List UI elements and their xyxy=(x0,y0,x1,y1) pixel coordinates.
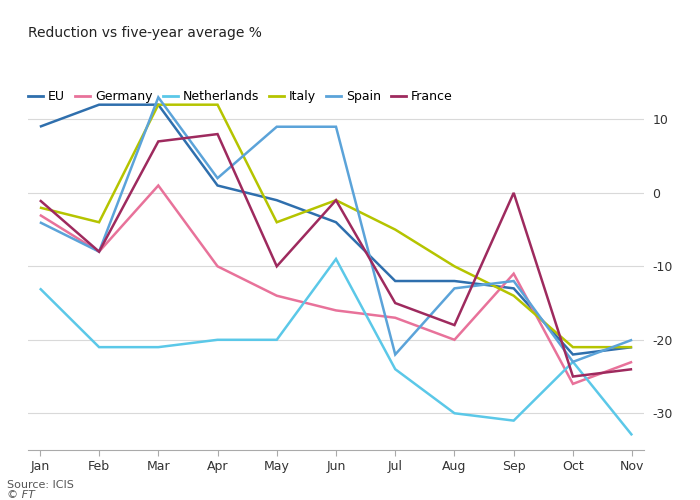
Italy xyxy=(450,264,459,270)
Germany xyxy=(568,381,577,387)
Germany xyxy=(214,264,222,270)
EU xyxy=(214,182,222,188)
Netherlands xyxy=(272,337,281,343)
Netherlands xyxy=(332,256,340,262)
France xyxy=(568,374,577,380)
Line: Italy: Italy xyxy=(40,104,632,347)
Germany xyxy=(95,248,104,254)
Netherlands xyxy=(154,344,162,350)
Spain xyxy=(628,337,636,343)
EU xyxy=(628,344,636,350)
France xyxy=(36,197,44,203)
Netherlands xyxy=(36,286,44,292)
Italy xyxy=(332,197,340,203)
Spain xyxy=(450,286,459,292)
Germany xyxy=(154,182,162,188)
EU xyxy=(154,102,162,107)
EU xyxy=(391,278,400,284)
Germany xyxy=(272,292,281,298)
Netherlands xyxy=(95,344,104,350)
France xyxy=(214,131,222,137)
Italy xyxy=(628,344,636,350)
France xyxy=(154,138,162,144)
Italy xyxy=(391,226,400,232)
Netherlands xyxy=(568,359,577,365)
EU xyxy=(332,219,340,225)
France xyxy=(272,264,281,270)
EU xyxy=(272,197,281,203)
France xyxy=(628,366,636,372)
Italy xyxy=(510,292,518,298)
Italy xyxy=(95,219,104,225)
Line: Netherlands: Netherlands xyxy=(40,259,632,436)
France xyxy=(450,322,459,328)
Line: France: France xyxy=(40,134,632,376)
Spain xyxy=(510,278,518,284)
France xyxy=(95,248,104,254)
Text: Source: ICIS: Source: ICIS xyxy=(7,480,74,490)
EU xyxy=(36,124,44,130)
Netherlands xyxy=(391,366,400,372)
Spain xyxy=(154,94,162,100)
Netherlands xyxy=(214,337,222,343)
EU xyxy=(450,278,459,284)
Italy xyxy=(272,219,281,225)
Spain xyxy=(272,124,281,130)
Spain xyxy=(214,175,222,181)
Italy xyxy=(214,102,222,107)
Germany xyxy=(450,337,459,343)
Netherlands xyxy=(628,432,636,438)
Line: EU: EU xyxy=(40,104,632,354)
Germany xyxy=(332,308,340,314)
Spain xyxy=(36,219,44,225)
Italy xyxy=(154,102,162,107)
EU xyxy=(568,352,577,358)
Line: Germany: Germany xyxy=(40,186,632,384)
Spain xyxy=(568,359,577,365)
Line: Spain: Spain xyxy=(40,98,632,362)
France xyxy=(332,197,340,203)
Germany xyxy=(36,212,44,218)
France xyxy=(391,300,400,306)
Italy xyxy=(568,344,577,350)
Spain xyxy=(95,248,104,254)
EU xyxy=(95,102,104,107)
Germany xyxy=(628,359,636,365)
EU xyxy=(510,286,518,292)
Spain xyxy=(391,352,400,358)
Text: © FT: © FT xyxy=(7,490,35,500)
Legend: EU, Germany, Netherlands, Italy, Spain, France: EU, Germany, Netherlands, Italy, Spain, … xyxy=(28,90,453,103)
Spain xyxy=(332,124,340,130)
Netherlands xyxy=(510,418,518,424)
Italy xyxy=(36,204,44,210)
Germany xyxy=(391,315,400,321)
Germany xyxy=(510,270,518,276)
France xyxy=(510,190,518,196)
Text: Reduction vs five-year average %: Reduction vs five-year average % xyxy=(28,26,262,40)
Netherlands xyxy=(450,410,459,416)
